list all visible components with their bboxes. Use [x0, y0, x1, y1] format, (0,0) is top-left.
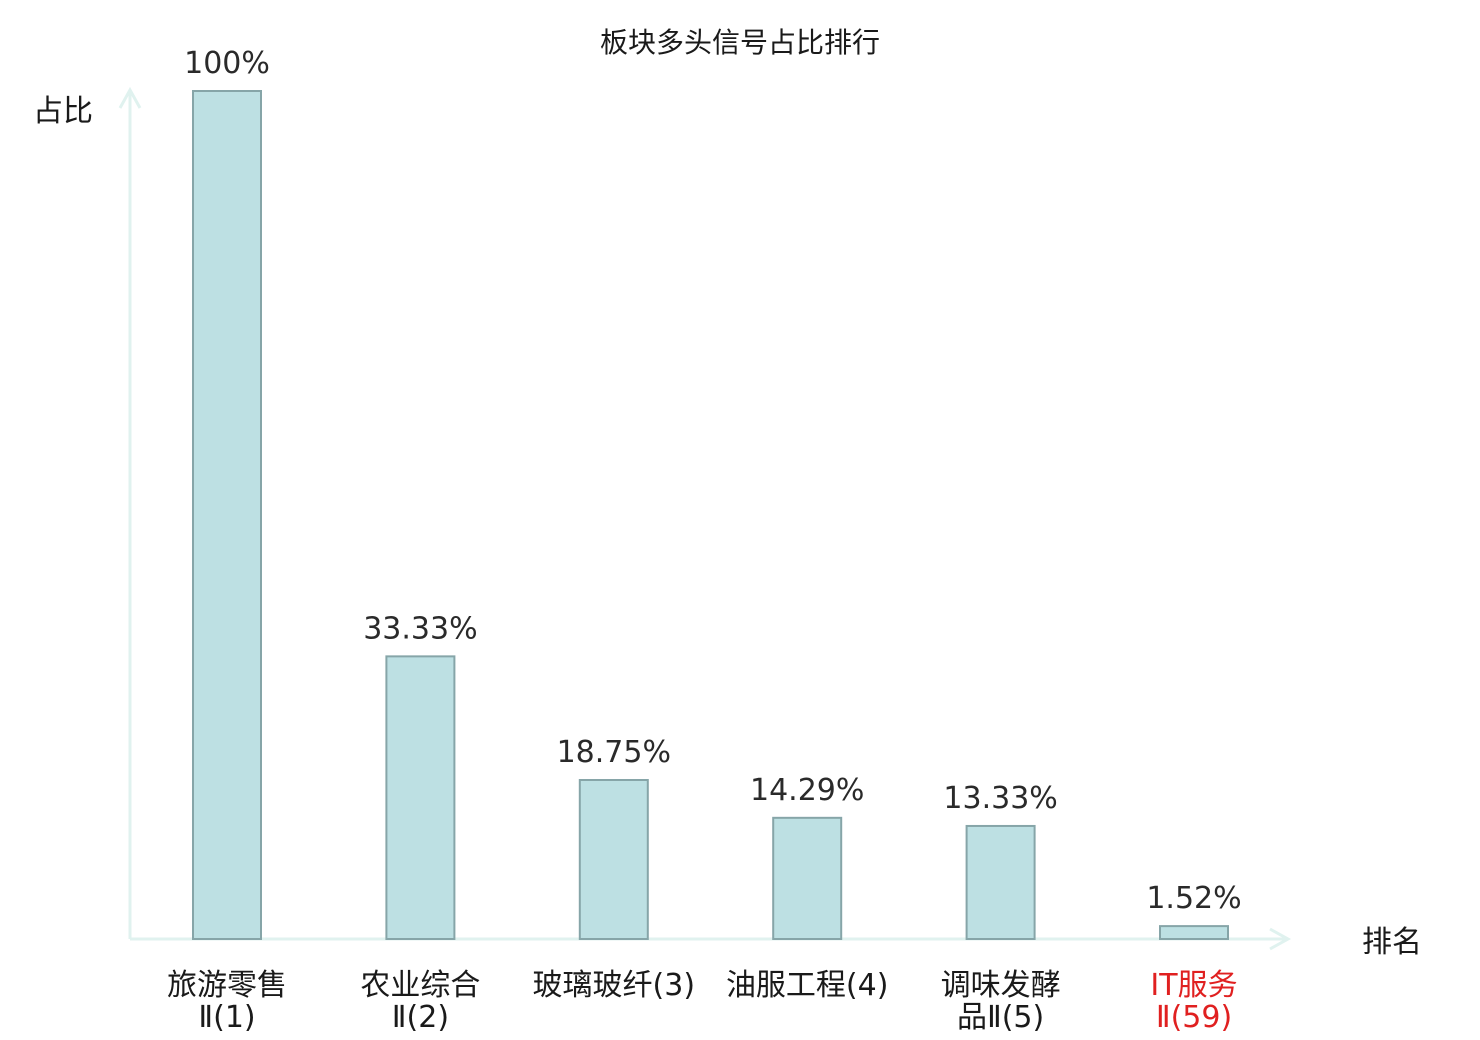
bar — [192, 90, 262, 940]
category-label-line: 农业综合 — [360, 968, 480, 1003]
y-axis-label: 占比 — [33, 94, 93, 129]
category-label-line: 油服工程(4) — [726, 968, 889, 1003]
bars-group — [192, 90, 1229, 941]
bar — [772, 816, 843, 940]
value-label: 14.29% — [750, 773, 864, 808]
x-axis-arrow — [1269, 927, 1292, 951]
x-axis-label: 排名 — [1362, 925, 1422, 960]
category-label-line: Ⅱ(1) — [198, 1000, 255, 1035]
category-labels-group: 旅游零售 Ⅱ(1) 农业综合 Ⅱ(2) 玻璃玻纤(3) 油服工程(4) 调味发酵品Ⅱ(5) I… — [167, 968, 1238, 1035]
category-label: 玻璃玻纤(3) — [533, 968, 696, 1003]
value-label: 33.33% — [363, 611, 477, 646]
category-label-line: 玻璃玻纤(3) — [533, 968, 696, 1003]
category-label: 旅游零售 Ⅱ(1) — [167, 968, 287, 1035]
value-labels-group: 100% 33.33% 18.75% 14.29% 13.33% 1.52% — [184, 46, 1242, 916]
value-label: 100% — [184, 46, 270, 81]
category-label-line: 品Ⅱ(5) — [957, 1000, 1044, 1035]
category-label: 农业综合 Ⅱ(2) — [360, 968, 480, 1035]
category-label-line: 调味发酵 — [941, 968, 1061, 1003]
category-label-line: 旅游零售 — [167, 968, 287, 1003]
bar — [578, 779, 649, 940]
value-label: 13.33% — [943, 781, 1057, 816]
category-label-line: Ⅱ(2) — [392, 1000, 449, 1035]
category-label-line: IT服务 — [1150, 968, 1237, 1003]
value-label: 18.75% — [557, 735, 671, 770]
category-label: IT服务 Ⅱ(59) — [1150, 968, 1237, 1035]
y-axis-arrow — [118, 86, 142, 109]
chart-title: 板块多头信号占比排行 — [600, 26, 880, 59]
axes — [118, 86, 1292, 951]
category-label-line: Ⅱ(59) — [1156, 1000, 1232, 1035]
bar — [965, 824, 1036, 941]
bar — [385, 655, 456, 940]
category-label: 调味发酵品Ⅱ(5) — [941, 968, 1061, 1035]
bar — [1159, 925, 1229, 941]
category-label: 油服工程(4) — [726, 968, 889, 1003]
value-label: 1.52% — [1146, 881, 1241, 916]
